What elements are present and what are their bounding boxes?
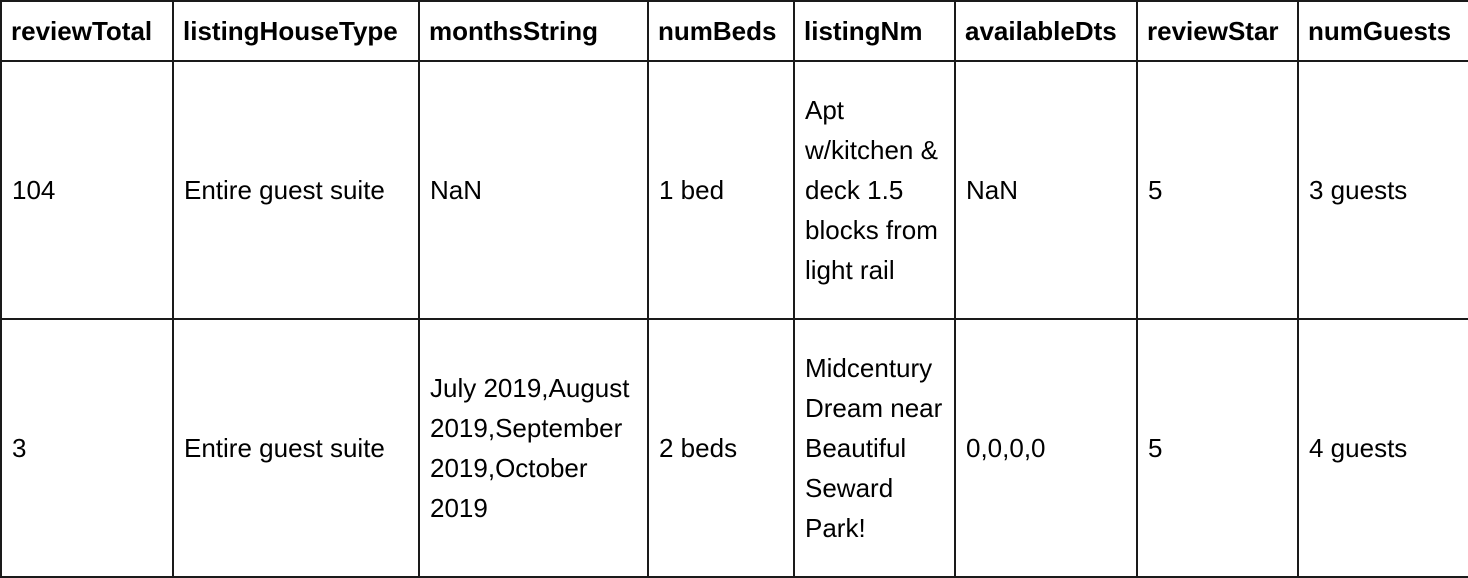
cell-available-dts: NaN: [954, 60, 1138, 320]
cell-review-total: 104: [0, 60, 174, 320]
cell-review-star: 5: [1136, 318, 1299, 578]
column-header-review-star[interactable]: reviewStar: [1136, 0, 1299, 62]
cell-num-beds: 2 beds: [647, 318, 795, 578]
column-header-listing-house-type[interactable]: listingHouseType: [172, 0, 420, 62]
column-header-num-beds[interactable]: numBeds: [647, 0, 795, 62]
cell-num-guests: 4 guests: [1297, 318, 1468, 578]
cell-months-string: July 2019,August 2019,September 2019,Oct…: [418, 318, 649, 578]
cell-listing-house-type: Entire guest suite: [172, 318, 420, 578]
column-header-available-dts[interactable]: availableDts: [954, 0, 1138, 62]
cell-listing-nm: Apt w/kitchen & deck 1.5 blocks from lig…: [793, 60, 956, 320]
cell-num-guests: 3 guests: [1297, 60, 1468, 320]
column-header-listing-nm[interactable]: listingNm: [793, 0, 956, 62]
cell-listing-house-type: Entire guest suite: [172, 60, 420, 320]
cell-listing-nm: Midcentury Dream near Beautiful Seward P…: [793, 318, 956, 578]
table-row: 104 Entire guest suite NaN 1 bed Apt w/k…: [0, 60, 1468, 320]
cell-review-total: 3: [0, 318, 174, 578]
cell-num-beds: 1 bed: [647, 60, 795, 320]
column-header-num-guests[interactable]: numGuests: [1297, 0, 1468, 62]
column-header-months-string[interactable]: monthsString: [418, 0, 649, 62]
cell-available-dts: 0,0,0,0: [954, 318, 1138, 578]
column-header-review-total[interactable]: reviewTotal: [0, 0, 174, 62]
header-row: reviewTotal listingHouseType monthsStrin…: [0, 0, 1468, 62]
cell-review-star: 5: [1136, 60, 1299, 320]
table-row: 3 Entire guest suite July 2019,August 20…: [0, 318, 1468, 578]
cell-months-string: NaN: [418, 60, 649, 320]
